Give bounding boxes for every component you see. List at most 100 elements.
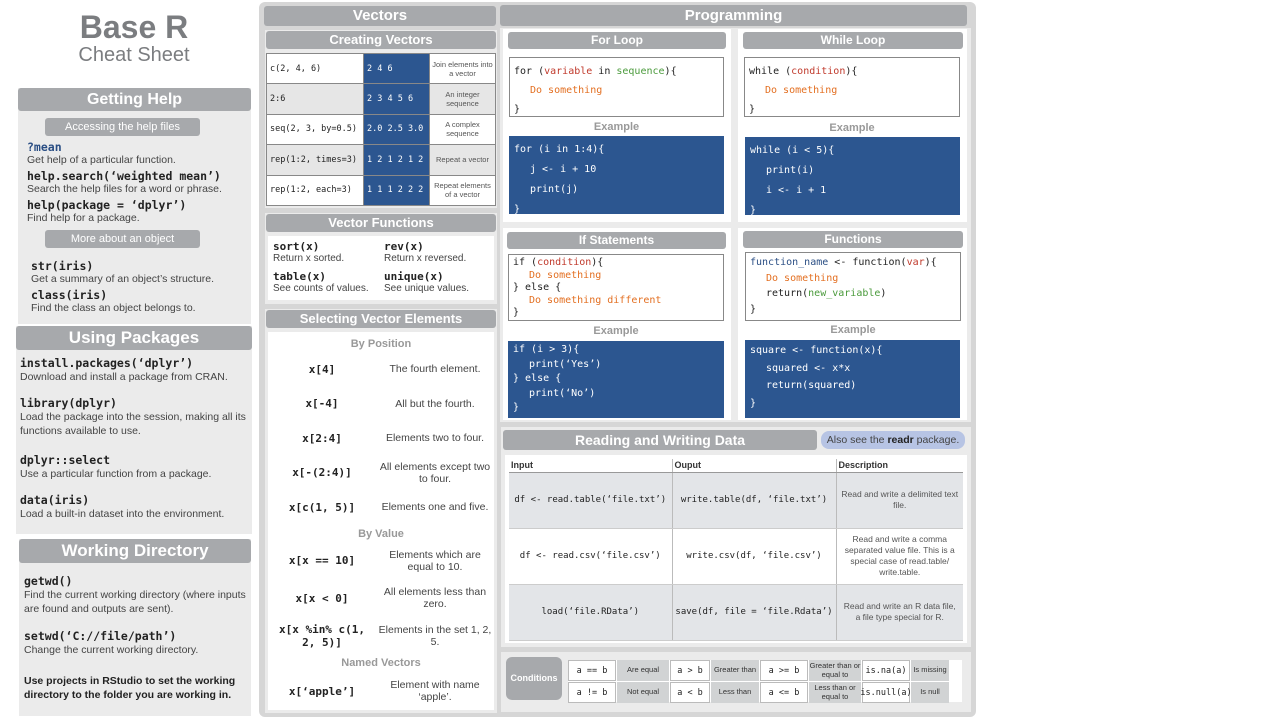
code-token: function_name bbox=[750, 257, 829, 268]
code-line: } bbox=[514, 104, 521, 115]
readr-note: Also see the readr package. bbox=[821, 431, 965, 449]
package-code: dplyr::select bbox=[20, 453, 111, 467]
package-desc: Use a particular function from a package… bbox=[20, 468, 212, 480]
rw-row: df <- read.table(‘file.txt’) write.table(… bbox=[509, 472, 963, 529]
example-label: Example bbox=[593, 121, 640, 133]
while-loop-example: while (i < 5){ print(i) i <- i + 1 } bbox=[745, 137, 960, 216]
rw-row: load(‘file.RData’) save(df, file = ‘file.… bbox=[509, 584, 963, 641]
help-code: ?mean bbox=[27, 140, 62, 154]
accessing-help-subheader: Accessing the help files bbox=[45, 118, 200, 136]
if-statements-syntax: if (condition){ Do something } else { Do… bbox=[508, 254, 724, 321]
help-code: help.search(‘weighted mean’) bbox=[27, 169, 247, 183]
vf-code: table(x) bbox=[273, 270, 326, 283]
vf-item-rev: rev(x) Return x reversed. bbox=[384, 240, 494, 264]
title-main: Base R bbox=[79, 9, 189, 45]
selection-row: x[4] The fourth element. bbox=[268, 352, 494, 387]
for-loop-example: for (i in 1:4){ j <- i + 10 print(j) } bbox=[509, 136, 724, 215]
condition-desc: Greater than or equal to bbox=[809, 660, 861, 681]
rw-desc: Read and write a delimited text file. bbox=[836, 472, 963, 529]
code-line: } bbox=[750, 303, 757, 315]
code-line: for (variable in sequence){ bbox=[514, 66, 677, 77]
cv-desc: Repeat a vector bbox=[429, 144, 496, 176]
rw-desc: Read and write an R data file, a file ty… bbox=[836, 584, 963, 641]
condition-code: is.na(a) bbox=[862, 660, 910, 681]
wd-item: getwd() Find the current working directo… bbox=[24, 574, 248, 629]
selection-code: x[-4] bbox=[305, 397, 339, 411]
code-token: condition bbox=[537, 257, 592, 268]
package-desc: Load a built-in dataset into the environ… bbox=[20, 508, 225, 520]
code-line: } bbox=[513, 307, 520, 318]
if-statements-header: If Statements bbox=[507, 232, 726, 249]
code-line: Do something bbox=[766, 272, 839, 284]
code-line: } bbox=[514, 204, 521, 215]
selection-row: x[c(1, 5)] Elements one and five. bbox=[268, 490, 494, 525]
vf-desc: Return x sorted. bbox=[273, 253, 345, 264]
help-desc: Get help of a particular function. bbox=[27, 154, 176, 166]
package-items: install.packages(‘dplyr’) Download and i… bbox=[20, 356, 248, 533]
selection-desc: All elements less than zero. bbox=[383, 586, 487, 611]
condition-code: a == b bbox=[568, 660, 616, 681]
while-loop-syntax: while (condition){ Do something } bbox=[744, 57, 960, 117]
cheat-sheet-title: Base R Cheat Sheet bbox=[18, 10, 250, 66]
cv-desc: Repeat elements of a vector bbox=[429, 174, 496, 206]
rw-input: load(‘file.RData’) bbox=[509, 584, 673, 641]
code-line: if (i > 3){ bbox=[513, 344, 580, 355]
selection-row: x[-(2:4)] All elements except two to four… bbox=[268, 456, 494, 491]
package-item: install.packages(‘dplyr’) Download and i… bbox=[20, 356, 248, 396]
vf-item-sort: sort(x) Return x sorted. bbox=[273, 240, 383, 264]
rw-col-description: Description bbox=[836, 459, 963, 473]
more-about-object-subheader: More about an object bbox=[45, 230, 200, 248]
object-code: class(iris) bbox=[31, 288, 108, 302]
wd-code: getwd() bbox=[24, 574, 73, 588]
vf-item-table: table(x) See counts of values. bbox=[273, 270, 383, 294]
condition-desc: Not equal bbox=[617, 682, 669, 703]
code-line: squared <- x*x bbox=[766, 362, 851, 374]
selection-desc: The fourth element. bbox=[389, 363, 481, 376]
selection-row: x[2:4] Elements two to four. bbox=[268, 421, 494, 456]
vf-desc: See unique values. bbox=[384, 283, 470, 294]
code-token: condition bbox=[791, 66, 846, 77]
help-code: help(package = ‘dplyr’) bbox=[27, 198, 187, 212]
rw-output: write.table(df, ‘file.txt’) bbox=[672, 472, 837, 529]
rw-input: df <- read.csv(‘file.csv’) bbox=[509, 528, 673, 585]
cv-result: 1 2 1 2 1 2 bbox=[363, 144, 430, 176]
if-statements-example: if (i > 3){ print(‘Yes’) } else { print(… bbox=[508, 341, 724, 418]
cv-desc: An integer sequence bbox=[429, 83, 496, 115]
working-directory-panel bbox=[19, 539, 251, 716]
condition-code: a != b bbox=[568, 682, 616, 703]
code-line: for (i in 1:4){ bbox=[514, 144, 605, 155]
creating-vectors-row: 2:6 2 3 4 5 6 An integer sequence bbox=[266, 83, 496, 115]
rw-output: write.csv(df, ‘file.csv’) bbox=[672, 528, 837, 585]
rw-table: Input Ouput Description df <- read.table… bbox=[509, 459, 963, 641]
selection-code: x[‘apple’] bbox=[288, 684, 356, 698]
package-desc: Load the package into the session, makin… bbox=[20, 411, 246, 437]
object-items: str(iris) Get a summary of an object’s s… bbox=[31, 259, 246, 317]
selection-row: x[x < 0] All elements less than zero. bbox=[268, 580, 494, 618]
selection-row: x[x == 10] Elements which are equal to 10… bbox=[268, 542, 494, 580]
example-label: Example bbox=[593, 325, 639, 337]
code-line: } bbox=[749, 104, 756, 115]
code-token: variable bbox=[544, 66, 593, 77]
help-item: ?mean Get help of a particular function. bbox=[27, 140, 247, 169]
object-item: class(iris) Find the class an object bel… bbox=[31, 288, 246, 317]
selection-desc: Elements in the set 1, 2, 5. bbox=[378, 623, 492, 648]
cv-desc: Join elements into a vector bbox=[429, 52, 496, 85]
named-rows: x[‘apple’] Element with name ‘apple’. bbox=[268, 674, 494, 708]
readr-note-post: package. bbox=[913, 434, 960, 446]
vf-desc: See counts of values. bbox=[273, 283, 369, 294]
code-line: i <- i + 1 bbox=[766, 185, 827, 196]
wd-items: getwd() Find the current working directo… bbox=[24, 574, 248, 702]
code-token: sequence bbox=[616, 66, 665, 77]
cv-result: 2.0 2.5 3.0 bbox=[363, 113, 430, 146]
code-token: new_variable bbox=[808, 288, 881, 299]
position-rows: x[4] The fourth element. x[-4] All but the … bbox=[268, 352, 494, 525]
code-line: return(new_variable) bbox=[766, 288, 887, 299]
code-line: Do something different bbox=[529, 294, 662, 306]
conditions-label: Conditions bbox=[506, 657, 562, 700]
example-label: Example bbox=[830, 324, 876, 336]
selection-desc: All but the fourth. bbox=[395, 397, 475, 410]
selecting-header: Selecting Vector Elements bbox=[266, 310, 496, 328]
cv-result: 2 4 6 bbox=[363, 52, 430, 85]
for-loop-syntax: for (variable in sequence){ Do something… bbox=[509, 57, 724, 117]
cv-code: 2:6 bbox=[266, 83, 364, 115]
